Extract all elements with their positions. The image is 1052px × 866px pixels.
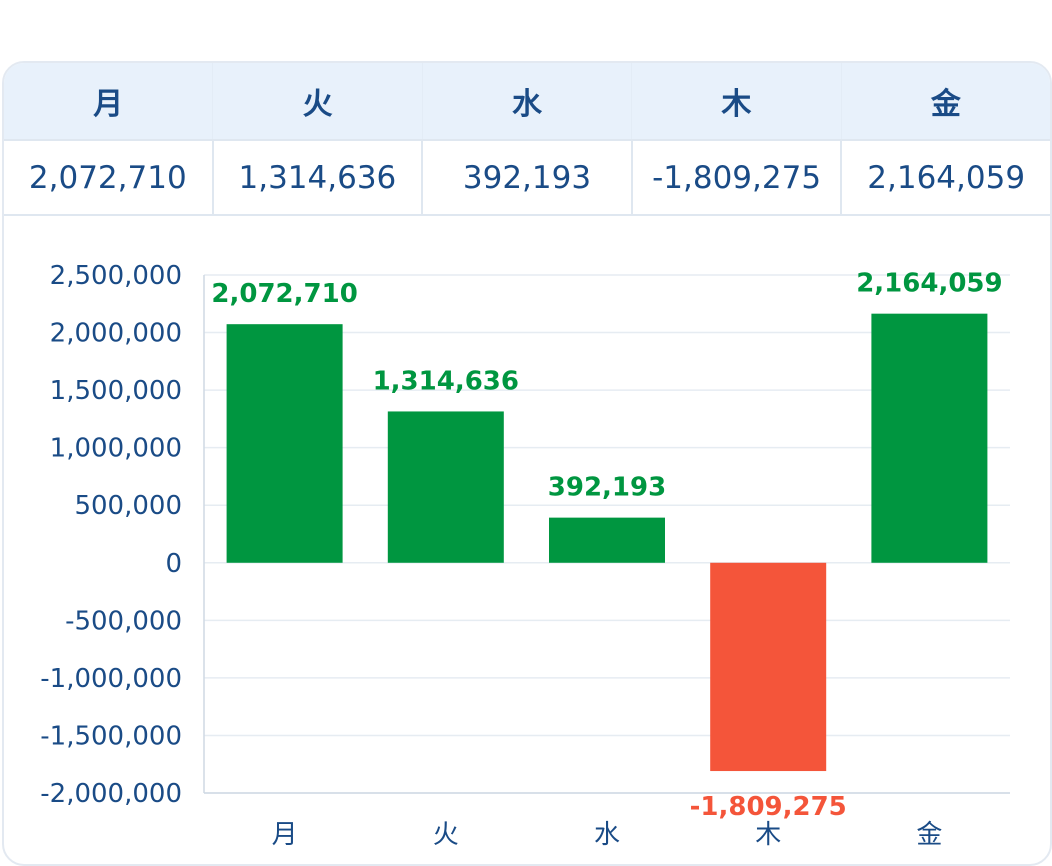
bar: [871, 313, 988, 563]
bar: [549, 517, 665, 563]
table-header-cell: 水: [423, 63, 633, 139]
y-tick-label: 0: [165, 549, 182, 579]
table-header-cell: 金: [930, 87, 961, 122]
x-tick-label: 金: [916, 820, 942, 850]
table-cell: -1,809,275: [633, 141, 843, 214]
table-header-row: 月 火 水 木 金: [4, 63, 1050, 141]
table-header-cell: 木: [632, 63, 842, 139]
y-tick-label: 500,000: [74, 491, 182, 521]
y-tick-label: -500,000: [65, 606, 182, 636]
y-tick-label: -1,000,000: [40, 664, 182, 694]
bar-value-label: 1,314,636: [373, 366, 519, 396]
table-header-cell: 月: [4, 63, 214, 139]
y-tick-label: 1,000,000: [50, 434, 182, 464]
table-cell: 2,072,710: [4, 141, 214, 214]
y-tick-label: 1,500,000: [50, 376, 182, 406]
x-tick-label: 木: [755, 820, 781, 850]
y-tick-label: -1,500,000: [40, 721, 182, 751]
bar-value-label: 2,072,710: [211, 279, 357, 309]
bar: [226, 324, 343, 563]
table-row: 2,072,710 1,314,636 392,193 -1,809,275 2…: [4, 141, 1050, 216]
y-tick-label: 2,000,000: [50, 319, 182, 349]
x-tick-label: 月: [272, 820, 298, 850]
y-tick-label: -2,000,000: [40, 779, 182, 809]
bar-value-label: 2,164,059: [856, 269, 1002, 299]
bar-value-label: 392,193: [548, 473, 666, 503]
y-tick-label: 2,500,000: [50, 261, 182, 291]
x-tick-label: 水: [594, 820, 620, 850]
bar: [387, 411, 504, 563]
table-cell: 1,314,636: [214, 141, 424, 214]
bar-value-label: -1,809,275: [690, 792, 847, 822]
table-header-cell: 火: [213, 63, 423, 139]
table-cell: 392,193: [423, 141, 633, 214]
x-tick-label: 火: [433, 820, 459, 850]
bar: [710, 562, 827, 772]
table-cell: 2,164,059: [867, 159, 1026, 196]
summary-table: 月 火 水 木 金 2,072,710 1,314,636 392,193 -1…: [4, 63, 1050, 216]
